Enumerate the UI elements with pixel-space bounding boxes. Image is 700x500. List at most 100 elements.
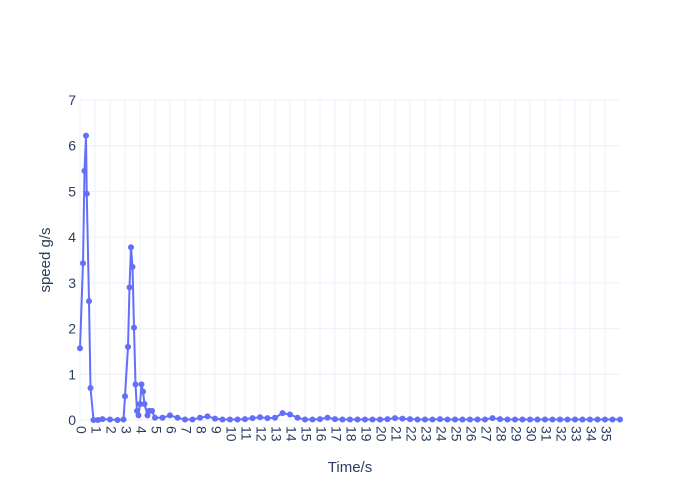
data-point [294, 414, 301, 421]
x-tick-label: 29 [508, 426, 524, 442]
data-point [459, 416, 466, 423]
data-point [132, 381, 139, 388]
data-point [234, 416, 241, 423]
data-point [138, 381, 145, 388]
data-point [167, 412, 173, 419]
data-point [125, 343, 131, 350]
data-point [399, 415, 406, 422]
data-point [497, 416, 503, 423]
x-tick-label: 4 [133, 426, 149, 434]
data-point [144, 412, 151, 419]
x-tick-label: 32 [553, 426, 569, 442]
data-point [126, 284, 133, 291]
data-point [587, 416, 593, 423]
data-point [377, 416, 383, 423]
data-point [87, 385, 94, 391]
data-point [212, 415, 218, 422]
x-tick-label: 27 [478, 426, 494, 442]
data-point [137, 401, 143, 407]
data-point [317, 416, 323, 423]
x-tick-label: 28 [493, 426, 509, 442]
data-point [309, 416, 316, 423]
data-point [99, 416, 106, 423]
x-tick-label: 13 [268, 426, 284, 442]
data-point [422, 416, 428, 423]
data-point [407, 416, 413, 423]
y-tick-label: 3 [68, 275, 76, 291]
x-axis-label: Time/s [328, 459, 372, 476]
data-point [152, 414, 158, 421]
x-tick-label: 6 [163, 426, 179, 434]
data-point [609, 416, 616, 423]
x-tick-label: 34 [583, 426, 599, 442]
data-point [120, 416, 127, 423]
x-tick-label: 11 [238, 426, 254, 441]
data-point [504, 416, 511, 423]
data-point [159, 414, 166, 421]
data-point [392, 415, 398, 422]
x-tick-label: 35 [598, 426, 614, 442]
x-tick-label: 21 [388, 426, 404, 442]
data-point [287, 411, 293, 418]
x-tick-label: 26 [463, 426, 479, 442]
data-point [527, 416, 533, 423]
data-point [594, 416, 601, 423]
data-point [512, 416, 518, 423]
data-point [489, 415, 496, 422]
data-point [257, 414, 263, 421]
x-tick-label: 20 [373, 426, 389, 442]
data-point [279, 410, 286, 417]
data-point [467, 416, 473, 423]
data-point [134, 407, 140, 414]
y-tick-label: 6 [68, 138, 76, 154]
x-tick-label: 15 [298, 426, 314, 442]
y-tick-label: 1 [68, 366, 76, 382]
data-point [482, 416, 488, 423]
y-tick-label: 0 [68, 412, 76, 428]
data-point [128, 244, 134, 251]
data-point [602, 416, 608, 423]
x-tick-label: 3 [118, 426, 134, 434]
x-tick-label: 2 [103, 426, 119, 434]
x-tick-label: 14 [283, 426, 299, 442]
data-point [86, 298, 92, 305]
x-tick-label: 25 [448, 426, 464, 442]
data-point [534, 416, 541, 423]
x-tick-label: 12 [253, 426, 269, 442]
data-point [369, 416, 376, 423]
data-point [332, 416, 338, 423]
data-point [339, 416, 346, 423]
x-tick-label: 33 [568, 426, 584, 442]
data-point [354, 416, 361, 423]
data-point [95, 417, 101, 423]
data-point [347, 416, 353, 423]
data-point [122, 393, 128, 400]
data-point [140, 388, 146, 395]
y-tick-label: 2 [68, 321, 76, 337]
x-tick-label: 10 [223, 426, 239, 442]
y-axis-label: speed g/s [37, 227, 54, 292]
data-point [107, 416, 113, 423]
data-point [174, 414, 181, 421]
data-point [272, 414, 278, 421]
data-point [572, 416, 578, 423]
data-point [242, 416, 248, 423]
data-point [189, 416, 196, 423]
data-point [564, 416, 571, 423]
data-point [452, 416, 458, 423]
x-tick-label: 8 [193, 426, 209, 434]
data-point [131, 324, 137, 331]
data-point [219, 416, 226, 423]
x-tick-label: 22 [403, 426, 419, 442]
data-point [249, 415, 256, 422]
data-point [83, 132, 89, 139]
data-point [302, 416, 308, 423]
data-point [429, 416, 436, 423]
x-tick-label: 0 [73, 426, 89, 434]
x-tick-label: 24 [433, 426, 449, 442]
data-point [149, 407, 155, 414]
data-point [80, 260, 86, 267]
x-tick-label: 23 [418, 426, 434, 442]
data-point [114, 417, 121, 423]
